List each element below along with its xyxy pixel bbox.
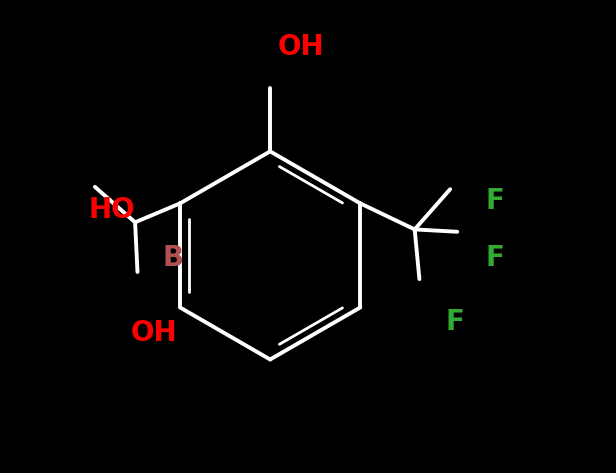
Text: OH: OH — [277, 33, 324, 61]
Text: F: F — [445, 307, 464, 336]
Text: HO: HO — [88, 196, 135, 225]
Text: F: F — [485, 244, 505, 272]
Text: B: B — [163, 244, 184, 272]
Text: OH: OH — [131, 319, 177, 348]
Text: F: F — [485, 187, 505, 215]
